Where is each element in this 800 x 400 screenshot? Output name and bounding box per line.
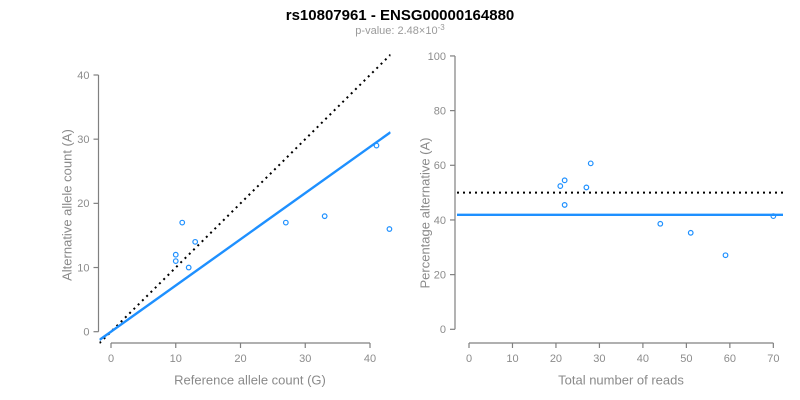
tick-labels: 0 10 20 30 40 0 10 20 30 40 xyxy=(77,70,376,365)
y-tick-label: 30 xyxy=(77,134,89,146)
x-tick-label: 0 xyxy=(466,353,472,365)
data-point xyxy=(561,177,568,184)
data-point xyxy=(179,219,186,226)
y-axis-label-left: Alternative allele count (A) xyxy=(59,129,75,281)
x-tick-label: 50 xyxy=(680,353,692,365)
data-point xyxy=(386,226,393,232)
reference-lines xyxy=(99,53,391,344)
y-tick-label: 0 xyxy=(440,324,446,336)
x-tick-label: 40 xyxy=(364,353,376,365)
data-point xyxy=(282,219,289,226)
data-point xyxy=(192,238,199,245)
data-point xyxy=(172,258,179,265)
data-point xyxy=(185,264,192,271)
axes xyxy=(450,55,774,348)
x-tick-label: 70 xyxy=(767,353,779,365)
plot-percentage-scatter: 0 10 20 30 40 50 60 70 0 20 40 60 80 100 xyxy=(428,51,783,365)
data-point xyxy=(172,251,179,258)
data-point xyxy=(687,229,694,236)
reference-lines xyxy=(457,191,783,216)
data-point xyxy=(557,183,564,189)
y-tick-label: 20 xyxy=(77,198,89,210)
x-tick-label: 30 xyxy=(299,353,311,365)
plot-allele-count-scatter: 0 10 20 30 40 0 10 20 30 40 xyxy=(77,53,393,365)
data-point xyxy=(722,252,729,259)
page-title: rs10807961 - ENSG00000164880 xyxy=(285,7,515,24)
data-point xyxy=(373,142,380,149)
y-tick-label: 60 xyxy=(434,160,446,172)
data-points xyxy=(557,160,777,259)
x-tick-label: 20 xyxy=(234,353,246,365)
x-tick-label: 10 xyxy=(170,353,182,365)
y-tick-label: 20 xyxy=(434,269,446,281)
x-tick-label: 60 xyxy=(724,353,736,365)
x-tick-label: 10 xyxy=(506,353,518,365)
axes xyxy=(93,74,371,348)
pvalue-text: p-value: 2.48×10 xyxy=(355,25,438,37)
x-tick-label: 0 xyxy=(108,353,114,365)
data-point xyxy=(657,220,664,227)
y-tick-label: 100 xyxy=(428,51,446,63)
data-point xyxy=(583,184,590,191)
data-point xyxy=(587,160,594,167)
y-tick-label: 40 xyxy=(77,70,89,82)
y-tick-label: 10 xyxy=(77,262,89,274)
x-axis-label-left: Reference allele count (G) xyxy=(174,372,326,388)
pvalue-subtitle: p-value: 2.48×10-3 xyxy=(0,23,800,37)
data-point xyxy=(770,213,777,220)
x-tick-label: 40 xyxy=(637,353,649,365)
data-point xyxy=(321,213,328,220)
y-axis-label-right: Percentage alternative (A) xyxy=(417,137,433,289)
data-point xyxy=(561,202,568,208)
x-tick-label: 30 xyxy=(593,353,605,365)
x-tick-label: 20 xyxy=(550,353,562,365)
pvalue-exponent: -3 xyxy=(437,23,445,32)
fitted-ratio-line xyxy=(99,131,391,341)
identity-line xyxy=(99,53,391,344)
tick-labels: 0 10 20 30 40 50 60 70 0 20 40 60 80 100 xyxy=(428,51,780,365)
y-tick-label: 80 xyxy=(434,105,446,117)
x-axis-label-right: Total number of reads xyxy=(558,372,684,388)
data-points xyxy=(172,142,393,271)
y-tick-label: 0 xyxy=(83,327,89,339)
y-tick-label: 40 xyxy=(434,215,446,227)
